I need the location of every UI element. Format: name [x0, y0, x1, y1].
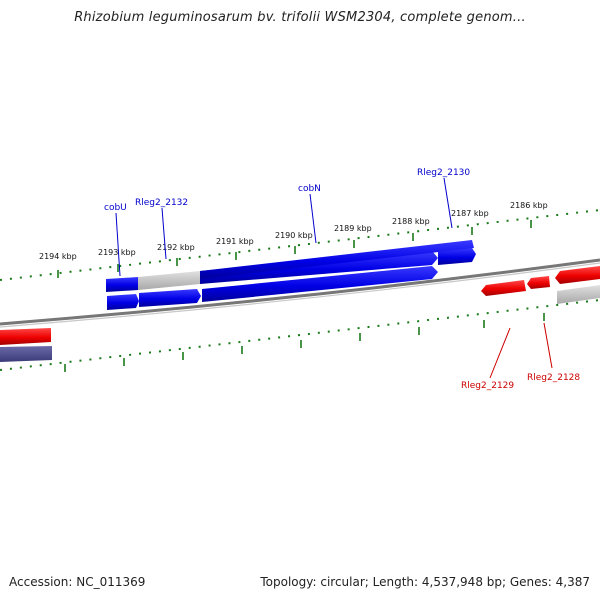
- tick-label-2188: 2188 kbp: [392, 217, 430, 226]
- gene-label-rleg2-2130[interactable]: Rleg2_2130: [417, 168, 470, 178]
- outer-tick-track: [0, 209, 600, 281]
- gene-label-rleg2-2132[interactable]: Rleg2_2132: [135, 198, 188, 208]
- gene-left-navy[interactable]: [0, 346, 52, 362]
- tick-label-2192: 2192 kbp: [157, 243, 195, 252]
- reverse-strand-genes: [481, 266, 600, 304]
- tick-label-2187: 2187 kbp: [451, 209, 489, 218]
- gene-label-rleg2-2129[interactable]: Rleg2_2129: [461, 381, 514, 391]
- gene-right-grey[interactable]: [557, 285, 600, 304]
- tick-label-2191: 2191 kbp: [216, 237, 254, 246]
- gene-rleg2-2129[interactable]: [481, 280, 526, 296]
- leader-rleg2-2128: [543, 322, 553, 369]
- gene-cobN[interactable]: [200, 251, 438, 284]
- tick-labels: 2194 kbp 2193 kbp 2192 kbp 2191 kbp 2190…: [39, 201, 548, 261]
- gene-cobN-arrow[interactable]: [202, 266, 438, 302]
- tick-label-2194: 2194 kbp: [39, 252, 77, 261]
- gene-rleg2-2132-partial[interactable]: [138, 271, 200, 290]
- gene-cobU[interactable]: [106, 277, 138, 292]
- gene-label-cobN[interactable]: cobN: [298, 184, 321, 194]
- tick-label-2193: 2193 kbp: [98, 248, 136, 257]
- forward-strand-row-1: [106, 240, 476, 292]
- gene-rleg2-2130-upper-band[interactable]: [200, 240, 474, 279]
- tick-label-2190: 2190 kbp: [275, 231, 313, 240]
- topology-summary: Topology: circular; Length: 4,537,948 bp…: [260, 575, 590, 589]
- gene-rleg2-2128[interactable]: [527, 276, 550, 289]
- inner-tick-track: [0, 299, 600, 372]
- gene-label-rleg2-2128[interactable]: Rleg2_2128: [527, 373, 580, 383]
- gene-right-red[interactable]: [555, 266, 600, 284]
- leader-rleg2-2130: [443, 177, 453, 229]
- genome-backbone: [0, 258, 600, 328]
- gene-left-red[interactable]: [0, 328, 51, 345]
- gene-rleg2-2132-arrow[interactable]: [139, 289, 201, 307]
- map-title: Rhizobium leguminosarum bv. trifolii WSM…: [74, 10, 526, 25]
- gene-rleg2-2130-top[interactable]: [438, 248, 476, 265]
- leader-rleg2-2129: [489, 327, 511, 379]
- tick-label-2186: 2186 kbp: [510, 201, 548, 210]
- gene-cobU-arrow[interactable]: [107, 294, 139, 310]
- forward-strand-row-2: [107, 266, 438, 310]
- leader-cobN: [309, 193, 317, 244]
- gene-label-cobU[interactable]: cobU: [104, 203, 127, 213]
- label-leaders: [115, 177, 553, 379]
- leader-cobU: [115, 212, 121, 277]
- left-partial-genes: [0, 328, 52, 362]
- tick-label-2189: 2189 kbp: [334, 224, 372, 233]
- leader-rleg2-2132: [161, 207, 167, 260]
- gene-labels: cobU Rleg2_2132 cobN Rleg2_2130 Rleg2_21…: [104, 168, 580, 391]
- accession-text: Accession: NC_011369: [9, 575, 146, 589]
